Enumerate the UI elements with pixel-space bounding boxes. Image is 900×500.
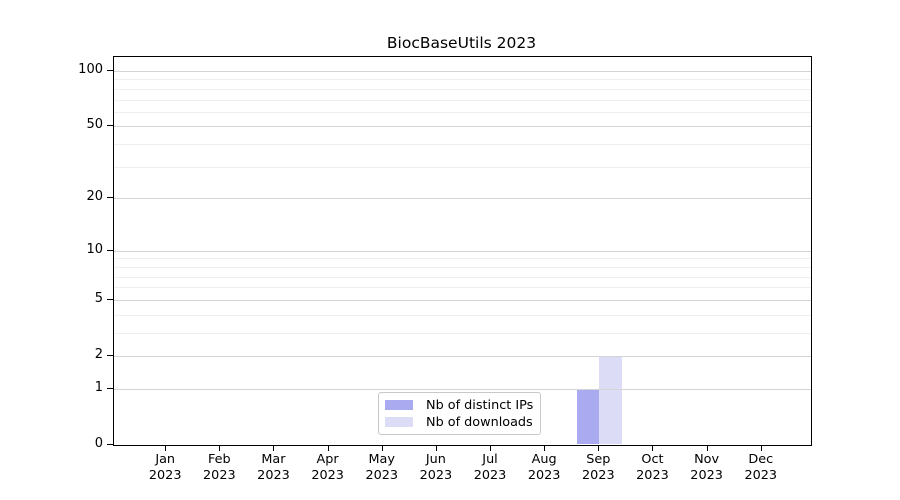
y-tick-label: 10 <box>86 241 103 257</box>
x-tick <box>598 446 600 451</box>
y-tick-label: 2 <box>94 346 103 362</box>
bar-distinct-ips <box>576 388 600 444</box>
gridline-minor <box>114 99 811 101</box>
x-tick <box>381 446 383 451</box>
y-tick <box>107 125 113 127</box>
x-tick-label: Feb 2023 <box>189 452 249 483</box>
legend-label-downloads: Nb of downloads <box>426 414 533 430</box>
y-tick <box>107 70 113 71</box>
plot-area <box>113 56 812 446</box>
legend-swatch-downloads <box>385 417 413 427</box>
bar-downloads <box>599 355 622 444</box>
gridline-minor <box>114 111 811 113</box>
x-tick-year: 2023 <box>527 467 561 483</box>
x-tick-label: May 2023 <box>352 452 412 483</box>
gridline-minor <box>114 144 811 146</box>
x-tick <box>273 446 275 451</box>
x-tick <box>706 446 708 451</box>
legend-item-downloads: Nb of downloads <box>385 414 533 430</box>
x-tick-year: 2023 <box>203 467 236 483</box>
x-tick-month: Jul <box>482 452 498 467</box>
x-tick-month: Nov <box>694 452 720 467</box>
y-tick-label: 100 <box>78 62 103 77</box>
x-tick-label: Nov 2023 <box>677 452 737 483</box>
y-tick-label: 5 <box>94 290 103 306</box>
y-tick-label: 1 <box>94 379 103 395</box>
x-tick-year: 2023 <box>473 467 507 483</box>
legend-label-distinct-ips: Nb of distinct IPs <box>426 397 534 413</box>
x-tick-label: Dec 2023 <box>731 452 791 483</box>
gridline-minor <box>114 314 811 316</box>
x-tick-month: Apr <box>316 452 339 467</box>
x-tick-year: 2023 <box>636 467 669 483</box>
gridline-minor <box>114 79 811 81</box>
gridline-minor <box>114 258 811 260</box>
y-tick-label: 20 <box>86 189 103 205</box>
y-tick <box>107 249 113 251</box>
legend: Nb of distinct IPs Nb of downloads <box>378 392 541 435</box>
x-tick-year: 2023 <box>690 467 723 483</box>
legend-swatch-distinct-ips <box>385 400 413 410</box>
x-tick-label: Jun 2023 <box>406 452 466 483</box>
chart-title: BiocBaseUtils 2023 <box>386 34 537 52</box>
x-tick-month: Sep <box>586 452 611 467</box>
x-tick-month: Feb <box>207 452 231 467</box>
x-tick <box>652 446 654 451</box>
y-tick <box>107 298 113 300</box>
x-tick <box>327 446 329 451</box>
x-tick <box>760 446 762 451</box>
gridline-minor <box>114 266 811 268</box>
gridline-major <box>114 250 811 252</box>
y-tick <box>107 387 113 389</box>
x-tick-year: 2023 <box>311 467 344 483</box>
x-tick-month: Dec <box>748 452 774 467</box>
gridline-major <box>114 356 811 357</box>
x-tick-label: Mar 2023 <box>243 452 303 483</box>
gridline-major <box>114 126 811 128</box>
gridline-major <box>114 388 811 390</box>
x-tick-label: Oct 2023 <box>622 452 682 483</box>
x-tick-label: Jan 2023 <box>135 452 195 483</box>
gridline-major <box>114 71 811 72</box>
x-tick-label: Apr 2023 <box>298 452 358 483</box>
gridline-minor <box>114 88 811 90</box>
y-tick <box>107 444 113 445</box>
x-tick-year: 2023 <box>419 467 453 483</box>
gridline-major <box>114 198 811 200</box>
x-tick <box>544 446 546 451</box>
x-tick-year: 2023 <box>744 467 778 483</box>
x-tick <box>219 446 221 451</box>
x-tick-label: Jul 2023 <box>460 452 520 483</box>
gridline-minor <box>114 287 811 289</box>
x-tick-month: Aug <box>531 452 557 467</box>
x-tick-year: 2023 <box>148 467 182 483</box>
y-tick <box>107 197 113 199</box>
x-tick-month: Jun <box>425 452 446 467</box>
gridline-major <box>114 299 811 301</box>
gridline-minor <box>114 276 811 278</box>
y-tick-label: 50 <box>86 117 103 133</box>
y-tick <box>107 354 113 356</box>
x-tick <box>435 446 437 451</box>
x-tick-month: Oct <box>641 452 664 467</box>
y-tick-label: 0 <box>94 436 103 451</box>
x-tick <box>165 446 167 451</box>
gridline-minor <box>114 332 811 334</box>
x-tick-month: Mar <box>261 452 286 467</box>
x-tick-year: 2023 <box>365 467 399 483</box>
x-tick-month: Jan <box>155 452 176 467</box>
legend-item-distinct-ips: Nb of distinct IPs <box>385 397 533 413</box>
x-tick <box>490 446 492 451</box>
gridline-minor <box>114 166 811 168</box>
x-tick-year: 2023 <box>257 467 290 483</box>
x-tick-month: May <box>368 452 395 467</box>
x-tick-label: Aug 2023 <box>514 452 574 483</box>
x-tick-label: Sep 2023 <box>568 452 628 483</box>
x-tick-year: 2023 <box>582 467 615 483</box>
